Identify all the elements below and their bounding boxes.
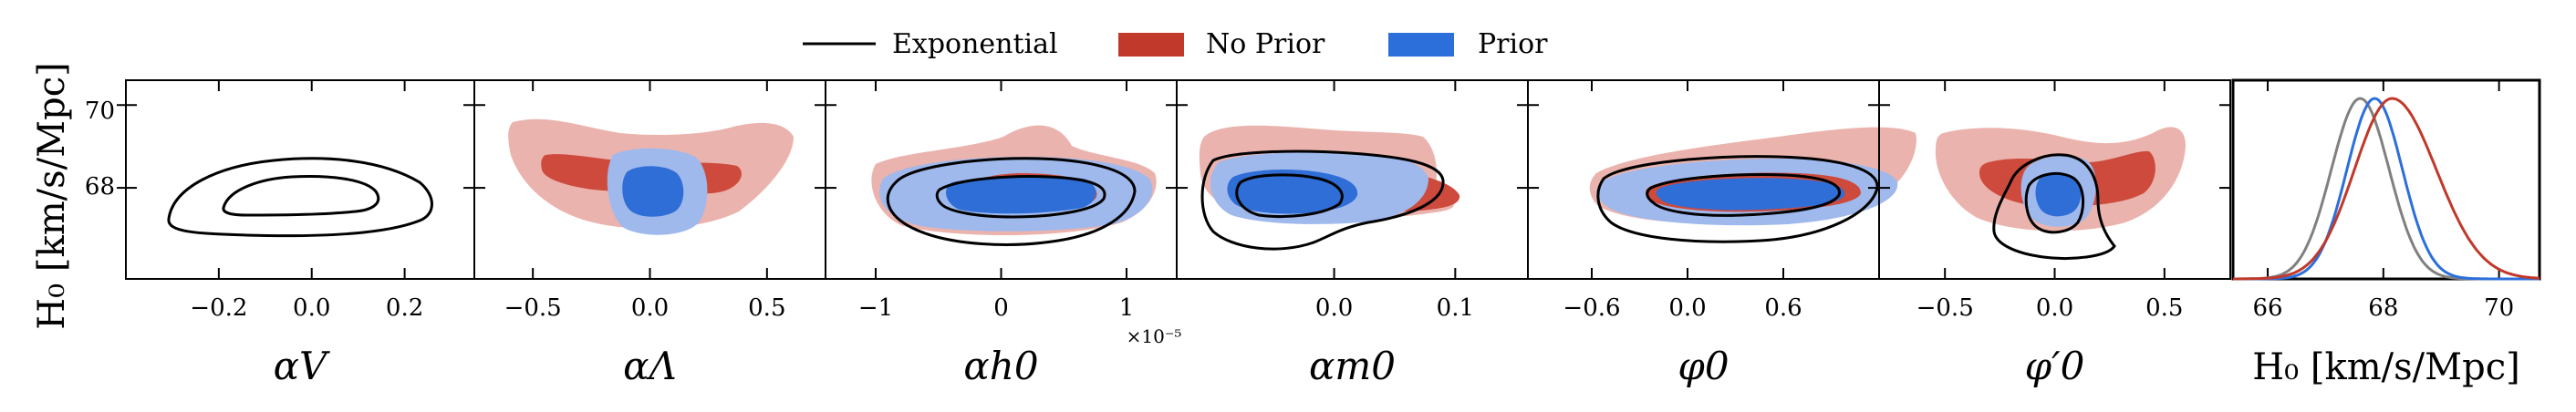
panel-axes-1: −0.2 0.0 0.2 αV bbox=[117, 79, 475, 388]
exponential-contour-inner bbox=[2024, 171, 2084, 234]
x-axis-label: H₀ [km/s/Mpc] bbox=[2252, 346, 2519, 388]
x-axis-label: αΛ bbox=[623, 344, 677, 388]
x-tick-label: 0.0 bbox=[293, 294, 330, 322]
h0-histogram bbox=[2233, 97, 2540, 281]
panel-alpha-h0 bbox=[871, 125, 1157, 246]
x-tick-label: 0.0 bbox=[2036, 294, 2073, 322]
x-tick-label: 66 bbox=[2252, 294, 2282, 322]
panel-axes-6: −0.5 0.0 0.5 φ′0 bbox=[1878, 79, 2231, 388]
x-tick-label: 0.0 bbox=[631, 294, 669, 322]
x-tick-label: 70 bbox=[2484, 294, 2514, 322]
exponential-contour-inner bbox=[1646, 173, 1841, 217]
x-tick-label: 0.6 bbox=[1764, 294, 1802, 322]
panel-phi0 bbox=[1589, 127, 1916, 243]
h0-curve-exponential bbox=[2233, 97, 2540, 281]
prior-contour-inner bbox=[2035, 173, 2082, 217]
x-tick-label: 0.5 bbox=[748, 294, 785, 322]
panel-axes-7: 66 68 70 H₀ [km/s/Mpc] bbox=[2231, 78, 2541, 388]
axes-frame bbox=[2231, 78, 2541, 281]
panel-axes-4: 0.0 0.1 αm0 bbox=[1176, 79, 1529, 388]
legend: Exponential No Prior Prior bbox=[803, 28, 1548, 60]
x-tick-label: −0.5 bbox=[1916, 294, 1974, 322]
panel-alpha-v bbox=[167, 157, 433, 238]
exponential-contour-outer bbox=[1596, 155, 1879, 243]
x-axis-label: αh0 bbox=[963, 344, 1038, 388]
legend-no-prior-patch bbox=[1118, 33, 1184, 57]
x-tick-label: −0.2 bbox=[190, 294, 247, 322]
x-tick-label: 68 bbox=[2368, 294, 2398, 322]
panel-axes-5: −0.6 0.0 0.6 φ0 bbox=[1527, 79, 1880, 388]
x-tick-label: 0.1 bbox=[1437, 294, 1474, 322]
exponential-contour-inner bbox=[935, 175, 1106, 219]
y-tick-70: 70 bbox=[85, 98, 115, 125]
y-tick-68: 68 bbox=[85, 173, 115, 201]
panel-phi0-prime bbox=[1935, 127, 2186, 260]
x-tick-label: 0.5 bbox=[2145, 294, 2183, 322]
prior-contour-inner bbox=[1656, 178, 1845, 211]
exponential-contour-inner bbox=[1235, 173, 1344, 218]
panel-axes-2: −0.5 0.0 0.5 αΛ bbox=[473, 79, 826, 388]
legend-exponential-label: Exponential bbox=[892, 28, 1058, 60]
y-axis-label: H₀ [km/s/Mpc] bbox=[31, 62, 73, 329]
x-axis-multiplier: ×10⁻⁵ bbox=[1127, 325, 1182, 347]
x-tick-label: −0.6 bbox=[1563, 294, 1620, 322]
panel-alpha-lambda bbox=[508, 118, 794, 235]
legend-no-prior-label: No Prior bbox=[1206, 28, 1325, 60]
h0-curve-prior bbox=[2233, 97, 2540, 281]
x-axis-label: φ′0 bbox=[2025, 344, 2085, 388]
x-tick-label: −0.5 bbox=[504, 294, 562, 322]
exponential-contour-outer bbox=[1200, 149, 1445, 251]
x-axis-label: φ0 bbox=[1678, 344, 1729, 388]
x-tick-label: 1 bbox=[1119, 294, 1135, 322]
exponential-contour-inner bbox=[222, 175, 380, 217]
x-tick-label: 0.2 bbox=[386, 294, 423, 322]
x-tick-label: 0 bbox=[993, 294, 1009, 322]
exponential-contour-outer bbox=[167, 157, 433, 238]
exponential-contour-outer bbox=[886, 157, 1137, 246]
prior-contour-inner bbox=[946, 176, 1096, 214]
axes-frame bbox=[125, 79, 475, 280]
x-tick-label: 0.0 bbox=[1668, 294, 1706, 322]
x-axis-label: αm0 bbox=[1309, 344, 1396, 388]
legend-prior-label: Prior bbox=[1478, 28, 1548, 60]
x-tick-label: 0.0 bbox=[1315, 294, 1353, 322]
x-tick-label: −1 bbox=[858, 294, 893, 322]
panel-alpha-m0 bbox=[1199, 125, 1460, 251]
exponential-contour-outer bbox=[1992, 153, 2116, 260]
legend-prior-patch bbox=[1388, 33, 1454, 57]
h0-curve-no-prior bbox=[2233, 97, 2540, 281]
x-axis-label: αV bbox=[274, 344, 330, 388]
prior-contour-inner bbox=[622, 166, 684, 217]
